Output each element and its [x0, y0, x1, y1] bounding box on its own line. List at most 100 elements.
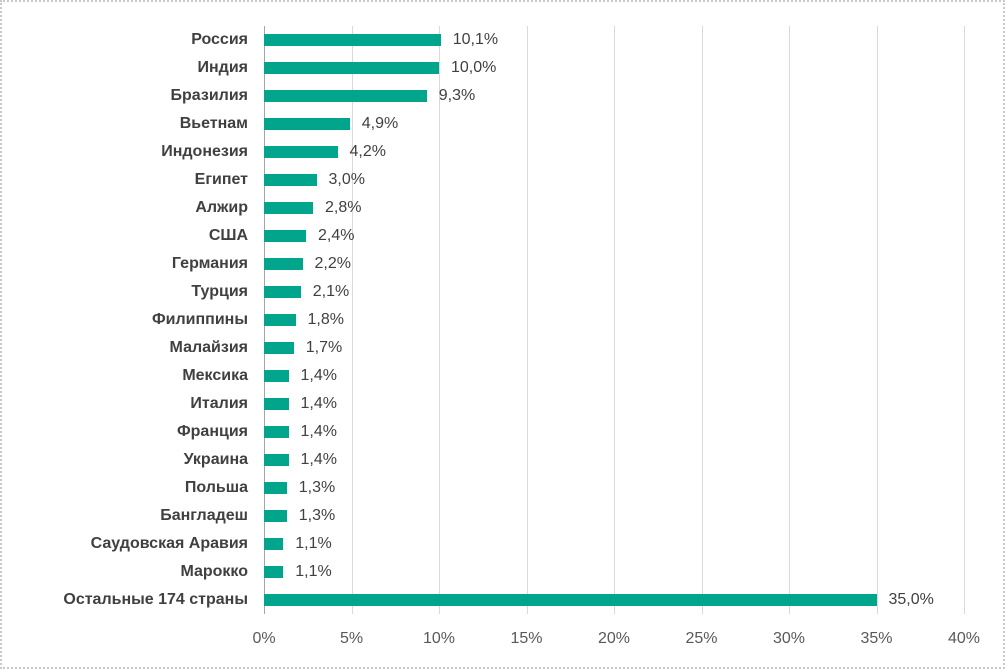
bar-area: 1,3%: [264, 502, 1003, 530]
bar-area: 1,1%: [264, 530, 1003, 558]
bar: [264, 118, 350, 130]
category-label: Германия: [171, 255, 248, 272]
value-label: 1,4%: [300, 451, 337, 468]
bar-row: Турция 2,1%: [2, 278, 1003, 306]
bar: [264, 594, 877, 606]
bar: [264, 62, 439, 74]
value-label: 1,7%: [305, 339, 343, 356]
bar-row: Польша 1,3%: [2, 474, 1003, 502]
x-tick-label: 15%: [510, 630, 543, 647]
value-label: 1,4%: [300, 395, 337, 412]
category-label: Мексика: [182, 367, 248, 384]
gridline: [876, 26, 878, 614]
category-label: Италия: [190, 395, 248, 412]
gridline: [964, 26, 965, 614]
category-label: Россия: [191, 31, 248, 48]
bar: [264, 454, 289, 466]
bar-area: 2,8%: [264, 194, 1003, 222]
bar-area: 4,2%: [264, 138, 1003, 166]
bar: [264, 314, 296, 326]
value-label: 35,0%: [888, 591, 934, 608]
category-label: Польша: [184, 479, 248, 496]
bar-row: Алжир 2,8%: [2, 194, 1003, 222]
bar-area: 10,0%: [264, 54, 1003, 82]
bar-area: 4,9%: [264, 110, 1003, 138]
x-tick-label: 30%: [772, 630, 806, 647]
bar-area: 3,0%: [264, 166, 1003, 194]
bar: [264, 258, 303, 270]
bar: [264, 202, 313, 214]
value-label: 2,4%: [318, 227, 355, 244]
bar: [264, 174, 317, 186]
bar: [264, 538, 284, 550]
bar-row: Малайзия 1,7%: [2, 334, 1003, 362]
category-label: Франция: [177, 423, 248, 440]
bar-area: 1,8%: [264, 306, 1003, 334]
bar-area: 2,4%: [264, 222, 1003, 250]
category-label: Украина: [183, 451, 248, 468]
bar: [264, 426, 289, 438]
bar-row: США 2,4%: [2, 222, 1003, 250]
bar-row: Египет 3,0%: [2, 166, 1003, 194]
bar-row: Саудовская Аравия 1,1%: [2, 530, 1003, 558]
bar: [264, 482, 287, 494]
bar-row: Италия 1,4%: [2, 390, 1003, 418]
x-axis: 0% 5% 10% 15% 20% 25% 30% 35% 40%: [252, 630, 980, 654]
bar-row: Марокко 1,1%: [2, 558, 1003, 586]
bar-row: Вьетнам 4,9%: [2, 110, 1003, 138]
category-label: Египет: [194, 171, 248, 188]
gridline: [614, 26, 615, 614]
gridline: [789, 26, 790, 614]
bar-area: 35,0%: [264, 586, 1003, 614]
value-label: 1,1%: [295, 563, 332, 580]
bar: [264, 510, 287, 522]
x-tick-label: 10%: [422, 630, 456, 647]
x-tick-label: 0%: [252, 630, 276, 647]
bar: [264, 90, 427, 102]
bar-row: Бразилия 9,3%: [2, 82, 1003, 110]
category-label: Марокко: [180, 563, 248, 580]
category-label: Филиппины: [152, 311, 248, 328]
value-label: 4,2%: [349, 143, 386, 160]
value-label: 9,3%: [438, 87, 476, 104]
category-label: Алжир: [195, 199, 248, 216]
bar-row: Мексика 1,4%: [2, 362, 1003, 390]
gridline: [351, 26, 353, 614]
value-label: 3,0%: [328, 171, 365, 188]
bar: [264, 146, 338, 158]
bar-row: Германия 2,2%: [2, 250, 1003, 278]
value-label: 10,0%: [451, 59, 497, 76]
bar-row: Бангладеш 1,3%: [2, 502, 1003, 530]
bar: [264, 566, 284, 578]
x-tick-label: 35%: [860, 630, 893, 647]
bar-area: 1,4%: [264, 446, 1003, 474]
value-label: 10,1%: [452, 31, 499, 48]
category-label: США: [208, 227, 248, 244]
bar-area: 1,3%: [264, 474, 1003, 502]
category-label: Бразилия: [170, 87, 249, 104]
bar: [264, 342, 294, 354]
bar: [264, 230, 306, 242]
bar-area: 1,4%: [264, 390, 1003, 418]
value-label: 1,3%: [298, 479, 336, 496]
bar-area: 1,4%: [264, 362, 1003, 390]
bar: [264, 34, 441, 46]
category-label: Вьетнам: [179, 115, 248, 132]
category-label: Турция: [191, 283, 248, 300]
bar-row: Филиппины 1,8%: [2, 306, 1003, 334]
x-tick-label: 25%: [685, 630, 718, 647]
value-label: 4,9%: [361, 115, 399, 132]
value-label: 1,3%: [298, 507, 336, 524]
bar-area: 1,1%: [264, 558, 1003, 586]
bar-area: 2,2%: [264, 250, 1003, 278]
bar-row: Россия 10,1%: [2, 26, 1003, 54]
x-tick-label: 5%: [339, 630, 364, 647]
x-tick-label: 40%: [947, 630, 981, 647]
category-label: Остальные 174 страны: [63, 591, 248, 608]
value-label: 2,2%: [314, 255, 351, 272]
category-label: Бангладеш: [160, 507, 248, 524]
value-label: 1,4%: [300, 367, 337, 384]
bar-area: 10,1%: [264, 26, 1003, 54]
category-label: Малайзия: [169, 339, 248, 356]
